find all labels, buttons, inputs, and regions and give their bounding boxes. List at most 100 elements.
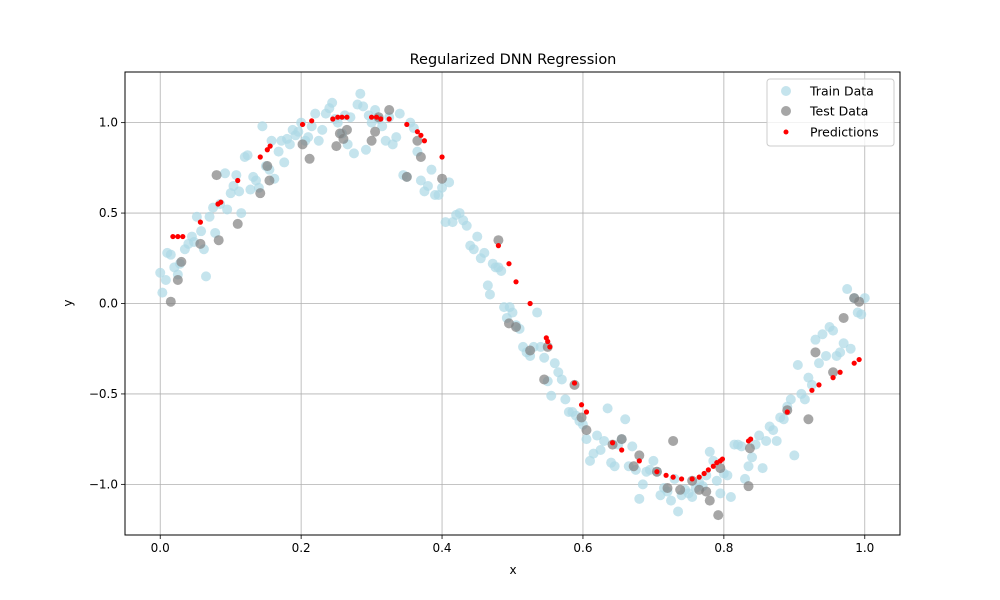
prediction-point	[170, 233, 176, 240]
prediction-point	[421, 138, 428, 144]
legend-label-train: Train Data	[809, 84, 874, 99]
train-point	[806, 379, 817, 390]
train-point	[785, 394, 796, 405]
prediction-point	[851, 360, 857, 366]
test-point	[525, 345, 536, 356]
train-point	[165, 249, 176, 260]
prediction-point	[309, 118, 315, 124]
train-point	[648, 455, 659, 466]
test-point	[437, 173, 448, 184]
test-point	[715, 463, 726, 474]
prediction-point	[719, 456, 726, 462]
prediction-point	[830, 375, 836, 381]
train-point	[257, 121, 268, 132]
test-point	[384, 104, 395, 115]
prediction-point	[636, 458, 642, 464]
train-point	[556, 374, 567, 385]
test-point	[701, 486, 712, 497]
x-axis-label: x	[509, 563, 516, 577]
train-point	[725, 492, 736, 503]
legend-label-test: Test Data	[809, 104, 868, 119]
prediction-point	[513, 279, 519, 285]
prediction-point	[386, 116, 392, 122]
prediction-point	[495, 243, 502, 249]
prediction-point	[344, 114, 350, 120]
prediction-point	[571, 380, 578, 386]
train-point	[602, 403, 613, 414]
prediction-point	[404, 121, 410, 128]
test-point	[744, 443, 755, 454]
train-point	[634, 493, 645, 504]
prediction-point	[619, 447, 625, 453]
train-point	[284, 139, 295, 150]
test-point	[634, 450, 645, 461]
train-point	[422, 180, 433, 191]
train-point	[754, 430, 765, 441]
test-point	[401, 171, 412, 182]
test-point	[366, 135, 377, 146]
train-point	[220, 168, 231, 179]
test-point	[165, 296, 176, 307]
train-point	[377, 121, 388, 132]
train-point	[236, 208, 247, 219]
train-point	[792, 359, 803, 370]
y-tick-label: 0.5	[99, 206, 118, 220]
train-point	[415, 175, 426, 186]
test-point	[172, 274, 183, 285]
test-point	[338, 133, 349, 144]
train-point	[303, 132, 314, 143]
prediction-point	[689, 476, 695, 482]
prediction-point	[578, 402, 585, 408]
test-point	[704, 495, 715, 506]
legend: Train Data Test Data Predictions	[766, 78, 895, 147]
train-point	[360, 144, 371, 155]
ticks: 0.0 0.2 0.4 0.6 0.8 1.0 −1.0 −0.5 0.0 0.5 1.0	[89, 116, 874, 555]
prediction-point	[837, 369, 843, 375]
test-point	[828, 367, 839, 378]
train-point	[778, 414, 789, 425]
test-point	[297, 139, 308, 150]
train-point	[828, 325, 839, 336]
train-point	[196, 226, 207, 237]
train-point	[507, 307, 518, 318]
y-tick-label: −1.0	[89, 477, 118, 491]
chart-title: Regularized DNN Regression	[410, 52, 617, 68]
train-point	[835, 347, 846, 358]
test-point	[341, 124, 352, 135]
train-point	[234, 186, 245, 197]
train-point	[856, 309, 867, 320]
prediction-point	[583, 409, 590, 415]
train-point	[332, 117, 343, 128]
prediction-point	[678, 476, 685, 482]
prediction-point	[335, 114, 341, 120]
prediction-point	[670, 474, 676, 480]
test-point	[255, 188, 266, 199]
train-point	[592, 430, 603, 441]
train-point	[673, 506, 684, 517]
train-point	[771, 435, 782, 446]
prediction-point	[218, 199, 224, 205]
test-point	[616, 434, 627, 445]
test-point	[211, 170, 222, 181]
train-point	[609, 461, 620, 472]
train-point	[266, 135, 277, 146]
train-point	[595, 445, 606, 455]
train-point	[715, 488, 726, 499]
train-point	[437, 182, 448, 193]
prediction-point	[330, 116, 336, 122]
prediction-point	[816, 382, 822, 388]
train-point	[160, 274, 171, 285]
prediction-point	[197, 219, 203, 225]
prediction-point	[784, 409, 790, 415]
train-point	[245, 184, 256, 195]
prediction-point	[654, 469, 660, 475]
train-point	[838, 338, 849, 349]
train-point	[627, 441, 638, 452]
y-tick-label: 0.0	[99, 297, 118, 311]
train-point	[482, 280, 493, 291]
test-point	[511, 322, 522, 333]
test-point	[176, 256, 187, 267]
test-point	[195, 238, 206, 249]
test-point	[331, 141, 342, 152]
train-point	[440, 217, 451, 228]
